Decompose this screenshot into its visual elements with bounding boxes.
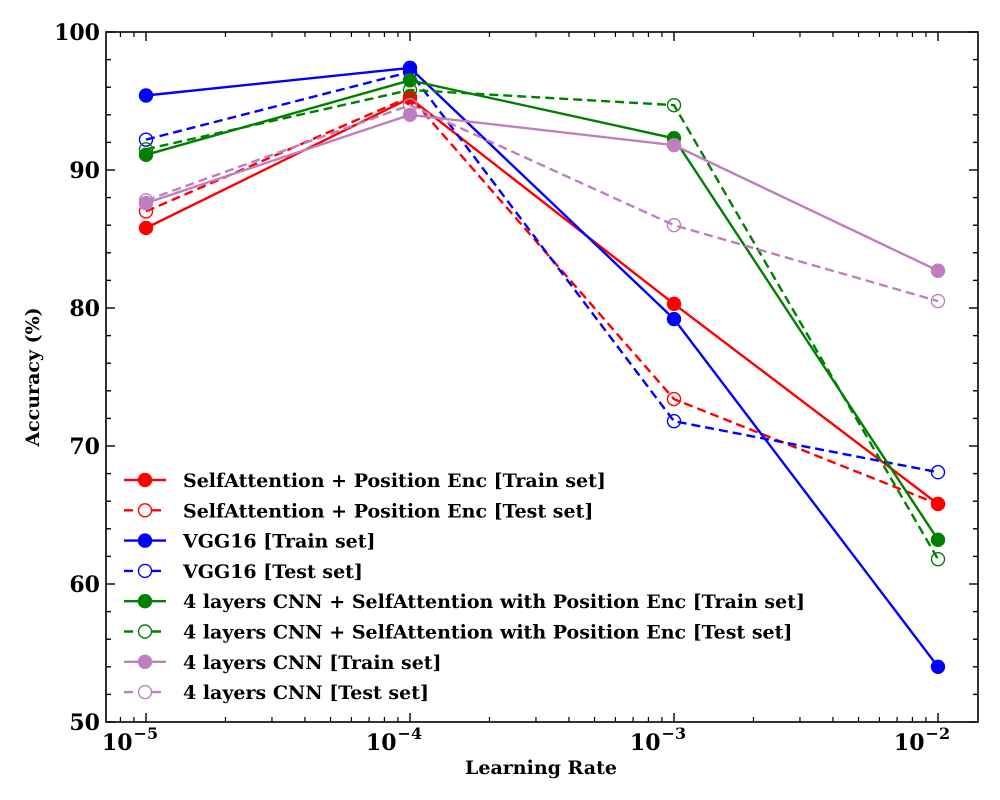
data-point: [138, 132, 154, 147]
legend-entry: 4 layers CNN + SelfAttention with Positi…: [124, 622, 792, 644]
legend-entry: 4 layers CNN [Test set]: [124, 682, 429, 704]
legend-entry: 4 layers CNN + SelfAttention with Positi…: [124, 591, 805, 613]
legend-label: 4 layers CNN + SelfAttention with Positi…: [183, 622, 792, 644]
legend-marker: [137, 684, 153, 700]
legend-label: 4 layers CNN [Train set]: [183, 652, 442, 674]
data-point: [666, 391, 682, 407]
series: [138, 97, 946, 309]
series: [138, 60, 946, 674]
series-line: [145, 66, 939, 668]
data-point: [138, 220, 154, 236]
data-point: [138, 88, 154, 103]
y-tick-label: 90: [69, 158, 100, 184]
series-line: [145, 103, 939, 303]
data-point: [930, 465, 946, 480]
data-point: [930, 532, 946, 548]
legend-entry: SelfAttention + Position Enc [Test set]: [124, 500, 593, 522]
y-axis-label: Accuracy (%): [22, 307, 44, 447]
data-point: [666, 296, 682, 312]
legend-marker: [137, 624, 153, 639]
series: [138, 64, 946, 480]
data-point: [930, 293, 946, 309]
x-tick-label: 10−5: [102, 724, 158, 756]
legend-marker: [137, 533, 153, 548]
legend-marker: [137, 563, 153, 579]
legend-label: VGG16 [Train set]: [182, 531, 376, 553]
series: [138, 107, 946, 278]
series-layer: [138, 60, 946, 674]
data-point: [666, 97, 682, 113]
series: [138, 89, 946, 512]
y-tick-label: 50: [69, 710, 100, 736]
y-tick-label: 70: [69, 434, 100, 460]
series-line: [145, 96, 939, 505]
x-tick-label: 10−4: [366, 724, 422, 756]
x-axis-label: Learning Rate: [465, 757, 617, 779]
data-point: [930, 551, 946, 567]
series-line: [145, 95, 939, 506]
data-point: [666, 137, 682, 153]
plot-frame: [105, 31, 979, 723]
legend-label: 4 layers CNN + SelfAttention with Positi…: [183, 591, 805, 613]
legend-label: 4 layers CNN [Test set]: [183, 682, 429, 704]
data-point: [930, 263, 946, 278]
data-point: [666, 413, 682, 429]
y-tick-label: 60: [69, 572, 100, 598]
data-point: [402, 82, 418, 98]
data-point: [666, 217, 682, 233]
series: [138, 82, 946, 567]
legend-entry: VGG16 [Test set]: [124, 561, 363, 583]
y-tick-label: 100: [54, 20, 100, 46]
legend-marker: [137, 594, 153, 609]
data-point: [666, 311, 682, 327]
series: [138, 91, 946, 512]
legend: SelfAttention + Position Enc [Train set]…: [124, 470, 805, 704]
series-line: [145, 79, 940, 541]
legend-marker: [137, 472, 153, 488]
legend-entry: 4 layers CNN [Train set]: [124, 652, 442, 674]
legend-label: VGG16 [Test set]: [182, 561, 363, 583]
data-point: [930, 659, 946, 674]
series-line: [145, 70, 939, 474]
legend-marker: [137, 654, 153, 669]
data-point: [402, 97, 418, 113]
data-point: [138, 142, 154, 157]
legend-entry: SelfAttention + Position Enc [Train set]: [124, 470, 606, 492]
x-tick-label: 10−2: [894, 724, 950, 756]
legend-label: SelfAttention + Position Enc [Test set]: [183, 500, 593, 522]
legend-label: SelfAttention + Position Enc [Train set]: [183, 470, 606, 492]
legend-entry: VGG16 [Train set]: [124, 531, 376, 553]
legend-marker: [137, 503, 153, 518]
data-point: [930, 496, 946, 512]
series-line: [145, 113, 939, 272]
data-point: [138, 193, 154, 208]
x-tick-label: 10−3: [630, 724, 686, 756]
y-tick-label: 80: [69, 296, 100, 322]
